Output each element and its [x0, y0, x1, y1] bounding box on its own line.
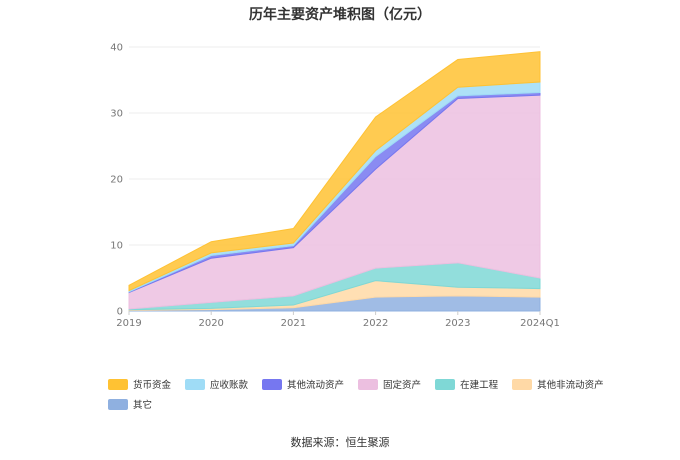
x-tick-label: 2020 [198, 318, 223, 329]
area-series [128, 51, 541, 292]
data-source: 数据来源：恒生聚源 [290, 436, 390, 449]
x-tick-label: 2023 [445, 318, 470, 329]
x-tick-label: 2019 [116, 318, 141, 329]
y-tick-label: 40 [110, 43, 123, 54]
legend-label: 其他非流动资产 [537, 380, 604, 391]
legend-swatch [108, 398, 128, 410]
legend-item[interactable]: 货币资金 [108, 377, 171, 391]
legend-item[interactable]: 固定资产 [358, 377, 421, 391]
x-tick-label: 2022 [363, 318, 388, 329]
legend-swatch [262, 378, 283, 390]
legend-swatch [108, 378, 128, 390]
y-tick-label: 0 [117, 307, 123, 318]
legend-item[interactable]: 应收账款 [185, 377, 248, 391]
stacked-area-chart: 0 10 20 30 40 2019 2020 2021 2022 2023 2024Q1 [110, 43, 560, 330]
legend-item[interactable]: 其他非流动资产 [512, 377, 604, 391]
legend-swatch [358, 378, 379, 390]
legend-item[interactable]: 其它 [108, 397, 152, 411]
legend-label: 其它 [133, 400, 153, 411]
chart-title: 历年主要资产堆积图（亿元） [249, 7, 431, 23]
legend-label: 货币资金 [133, 380, 172, 391]
y-tick-label: 20 [110, 175, 123, 186]
y-tick-label: 30 [110, 109, 123, 120]
x-tick-label: 2024Q1 [520, 318, 560, 329]
legend-label: 应收账款 [210, 380, 249, 391]
x-tick-label: 2021 [281, 318, 306, 329]
chart-legend: 货币资金 应收账款 其他流动资产 固定资产 在建工程 其他非流动资产其它 [108, 377, 628, 411]
legend-item[interactable]: 在建工程 [435, 377, 498, 391]
legend-swatch [185, 378, 206, 390]
legend-swatch [512, 378, 533, 390]
y-tick-label: 10 [110, 241, 123, 252]
legend-item[interactable]: 其他流动资产 [262, 377, 344, 391]
legend-label: 固定资产 [383, 380, 422, 391]
legend-label: 在建工程 [460, 380, 499, 391]
legend-swatch [435, 378, 456, 390]
legend-label: 其他流动资产 [287, 380, 345, 391]
